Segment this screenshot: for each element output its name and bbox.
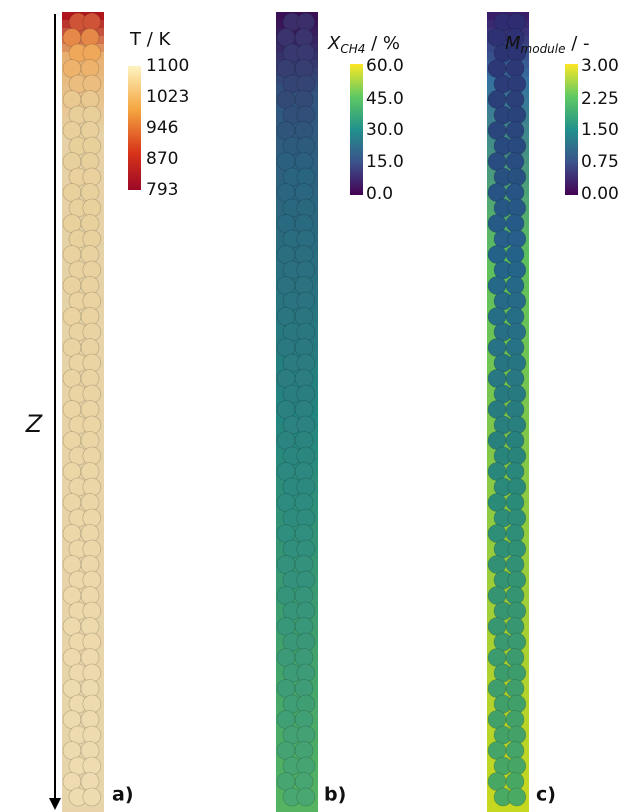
subscript: module: [521, 42, 566, 56]
tick-label: 45.0: [366, 89, 404, 109]
sphere: [508, 788, 526, 806]
panel-label: a): [112, 784, 134, 806]
column-band: [276, 804, 318, 812]
tick-label: 60.0: [366, 56, 404, 76]
arrow-head: [49, 798, 61, 810]
colorbar-title: T / K: [129, 29, 172, 50]
sphere: [297, 788, 315, 806]
colorbar: [565, 64, 578, 195]
symbol: X: [327, 33, 341, 54]
tick-label: 30.0: [366, 120, 404, 140]
tick-label: 1.50: [581, 120, 619, 140]
tick-label: 1023: [146, 87, 189, 107]
symbol: M: [505, 33, 521, 54]
subscript: CH4: [340, 42, 365, 56]
panel-label: c): [536, 784, 556, 806]
unit: / -: [566, 33, 590, 54]
sphere: [83, 788, 101, 806]
figure: Z T / K 1100 1023 946 870 793 XCH4 / % 6…: [0, 0, 641, 812]
panel-label: b): [324, 784, 346, 806]
tick-label: 0.00: [581, 184, 619, 204]
tick-label: 870: [146, 149, 178, 169]
colorbar-title: XCH4 / %: [327, 33, 400, 56]
tick-label: 946: [146, 118, 178, 138]
tick-label: 0.75: [581, 152, 619, 172]
column-band: [487, 804, 529, 812]
axis-label: Z: [25, 410, 43, 438]
tick-label: 3.00: [581, 56, 619, 76]
tick-label: 1100: [146, 56, 189, 76]
colorbar: [350, 64, 363, 195]
tick-label: 2.25: [581, 89, 619, 109]
tick-label: 15.0: [366, 152, 404, 172]
column-band: [62, 804, 104, 812]
tick-label: 793: [146, 180, 178, 200]
unit: / %: [365, 33, 400, 54]
colorbar: [128, 66, 141, 190]
tick-label: 0.0: [366, 184, 393, 204]
colorbar-title: Mmodule / -: [505, 33, 590, 56]
